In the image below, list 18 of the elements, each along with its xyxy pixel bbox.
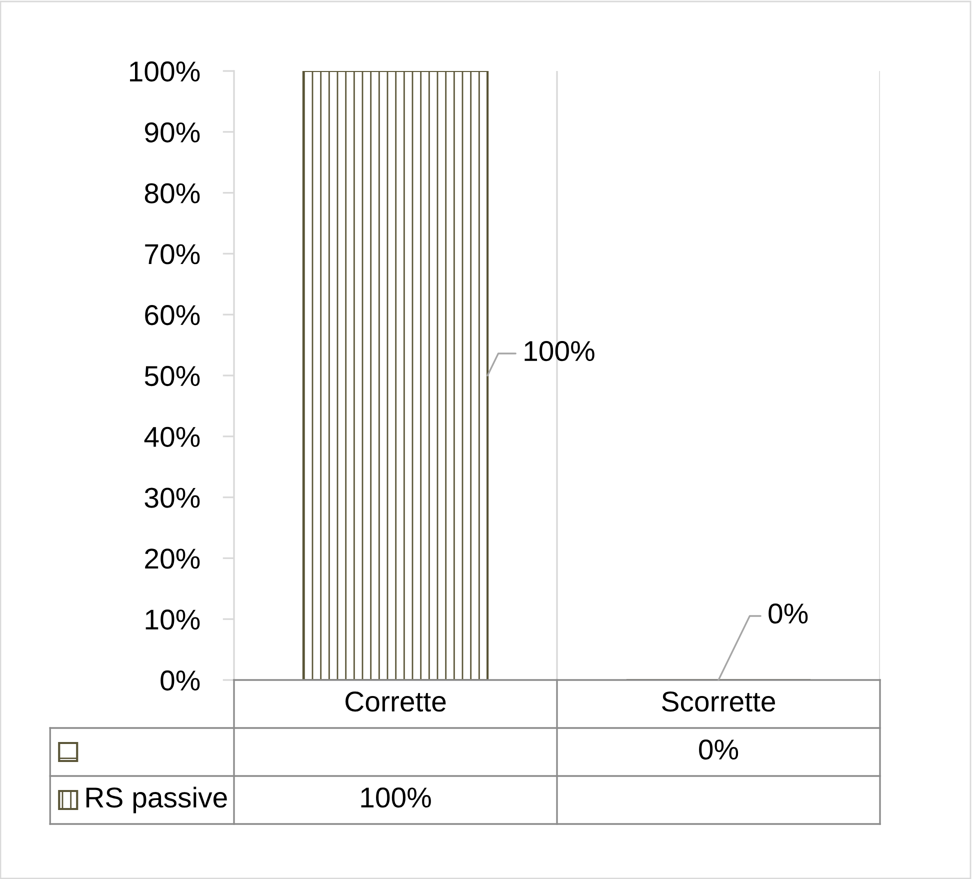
- y-tick-label: 100%: [130, 61, 200, 82]
- text: 100%: [361, 787, 431, 808]
- y-tick-label: 30%: [144, 488, 200, 508]
- y-tick-label: 10%: [146, 610, 200, 630]
- data-label: 0%: [699, 739, 738, 760]
- y-tick-label: 40%: [144, 426, 200, 447]
- x-tick-label: Corrette: [346, 691, 446, 712]
- y-tick-label: 70%: [145, 244, 200, 264]
- y-tick-label: 0%: [160, 670, 200, 691]
- x-tick-label: Scorrette: [662, 691, 775, 712]
- y-tick-label: 20%: [145, 548, 200, 569]
- data-label: 100%: [524, 340, 594, 362]
- text: 0%: [768, 603, 808, 624]
- legend-label: RS passive: [86, 786, 227, 814]
- y-tick-label: 60%: [145, 305, 200, 326]
- y-tick-label: 50%: [144, 366, 200, 386]
- y-tick-label: 90%: [145, 122, 200, 142]
- y-tick-label: 80%: [144, 183, 200, 204]
